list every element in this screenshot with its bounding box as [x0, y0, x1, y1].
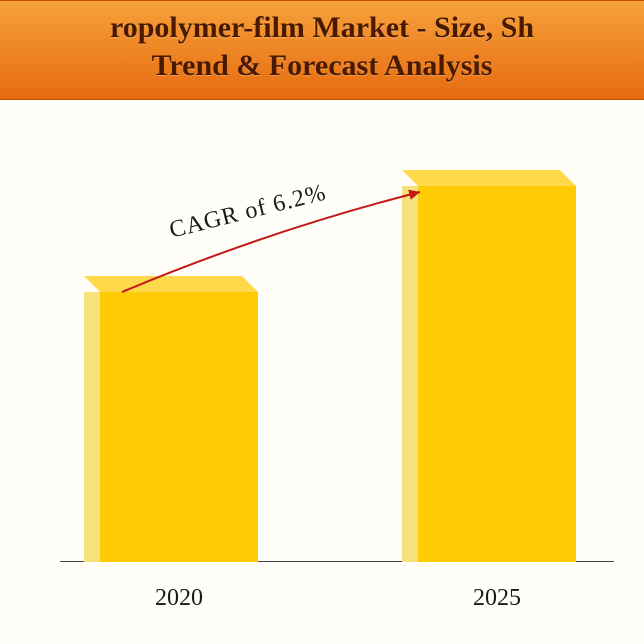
x-label-2020: 2020 — [99, 585, 259, 612]
bar-2025 — [418, 186, 576, 562]
bar-2020 — [100, 292, 258, 562]
chart-area: 2020 2025 CAGR of 6.2% — [0, 110, 644, 630]
x-label-2025: 2025 — [417, 585, 577, 612]
bar-2020-front — [100, 292, 258, 562]
bar-2025-front — [418, 186, 576, 562]
bar-2020-side — [84, 292, 100, 562]
title-line-2: Trend & Forecast Analysis — [10, 47, 634, 85]
bar-2025-side — [402, 186, 418, 562]
cagr-label: CAGR of 6.2% — [167, 180, 329, 245]
title-bar: ropolymer-film Market - Size, Sh Trend &… — [0, 0, 644, 100]
title-line-1: ropolymer-film Market - Size, Sh — [10, 9, 634, 47]
